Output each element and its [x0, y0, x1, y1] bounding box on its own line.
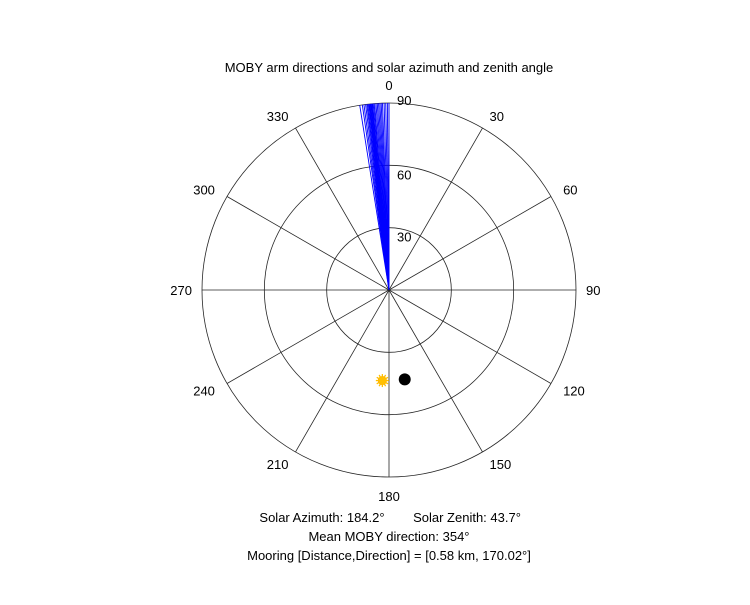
angular-tick-label: 150	[490, 457, 512, 472]
grid-spoke-150	[388, 289, 483, 453]
mooring-text: Mooring [Distance,Direction] = [0.58 km,…	[247, 548, 531, 563]
grid-spoke-210	[295, 289, 390, 453]
angular-tick-label: 30	[490, 109, 504, 124]
grid-spoke-60	[388, 196, 552, 291]
angular-tick-label: 120	[563, 384, 585, 399]
radial-tick-label: 30	[397, 230, 411, 245]
angular-tick-label: 210	[267, 457, 289, 472]
angular-tick-label: 330	[267, 109, 289, 124]
angular-tick-label: 300	[193, 183, 215, 198]
grid-spoke-120	[388, 289, 552, 384]
angular-tick-label: 0	[385, 78, 392, 93]
polar-ticks: 0 30 60 90 120 150 180 210 240 270 300 330 30 60 90	[170, 78, 600, 504]
grid-spoke-300	[226, 196, 390, 291]
radial-tick-label: 60	[397, 167, 411, 182]
mean-moby-direction-text: Mean MOBY direction: 354°	[308, 529, 469, 544]
grid-spoke-30	[388, 127, 483, 291]
angular-tick-label: 90	[586, 283, 600, 298]
angular-tick-label: 60	[563, 183, 577, 198]
grid-spoke-240	[226, 289, 390, 384]
mooring-marker	[398, 373, 411, 386]
sun-icon	[375, 374, 389, 388]
angular-tick-label: 180	[378, 489, 400, 504]
polar-series	[359, 103, 411, 388]
radial-tick-label: 90	[397, 93, 411, 108]
angular-tick-label: 270	[170, 283, 192, 298]
chart-title: MOBY arm directions and solar azimuth an…	[225, 60, 554, 75]
grid-spoke-330	[295, 127, 390, 291]
angular-tick-label: 240	[193, 384, 215, 399]
solar-zenith-text: Solar Zenith: 43.7°	[413, 510, 521, 525]
solar-azimuth-text: Solar Azimuth: 184.2°	[259, 510, 384, 525]
